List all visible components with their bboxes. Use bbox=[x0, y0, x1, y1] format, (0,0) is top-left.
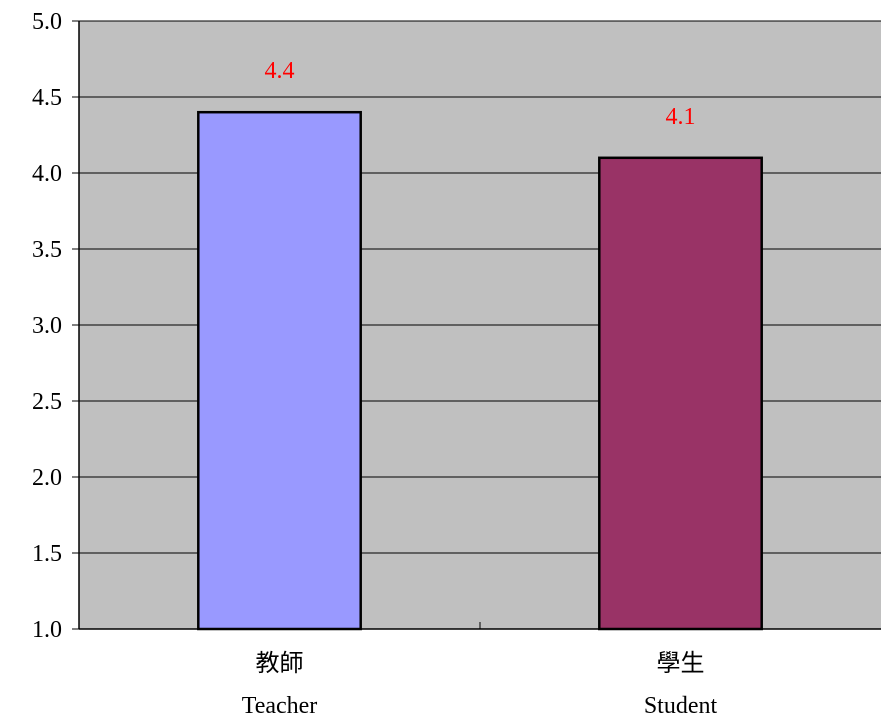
y-tick-label: 4.0 bbox=[32, 161, 62, 187]
y-tick-label: 1.0 bbox=[32, 617, 62, 643]
y-tick-label: 2.0 bbox=[32, 465, 62, 491]
x-category-label-zh: 學生 bbox=[657, 650, 705, 677]
y-tick-label: 5.0 bbox=[32, 9, 62, 35]
y-tick-label: 4.5 bbox=[32, 85, 62, 111]
x-category-label-en: Teacher bbox=[242, 693, 318, 719]
x-category-label-en: Student bbox=[644, 693, 718, 719]
data-label: 4.4 bbox=[265, 58, 295, 84]
y-tick-label: 1.5 bbox=[32, 541, 62, 567]
x-category-label-zh: 教師 bbox=[256, 650, 304, 677]
y-tick-label: 3.0 bbox=[32, 313, 62, 339]
y-axis: 1.0 1.5 2.0 2.5 3.0 3.5 4.0 4.5 5.0 bbox=[32, 9, 80, 643]
y-tick-label: 3.5 bbox=[32, 237, 62, 263]
bar-student bbox=[598, 156, 763, 631]
x-axis: 教師 Teacher 學生 Student bbox=[79, 622, 881, 719]
bars: 4.4 4.1 bbox=[197, 58, 763, 631]
y-tick-label: 2.5 bbox=[32, 389, 62, 415]
data-label: 4.1 bbox=[666, 104, 696, 130]
bar-teacher bbox=[197, 110, 362, 631]
